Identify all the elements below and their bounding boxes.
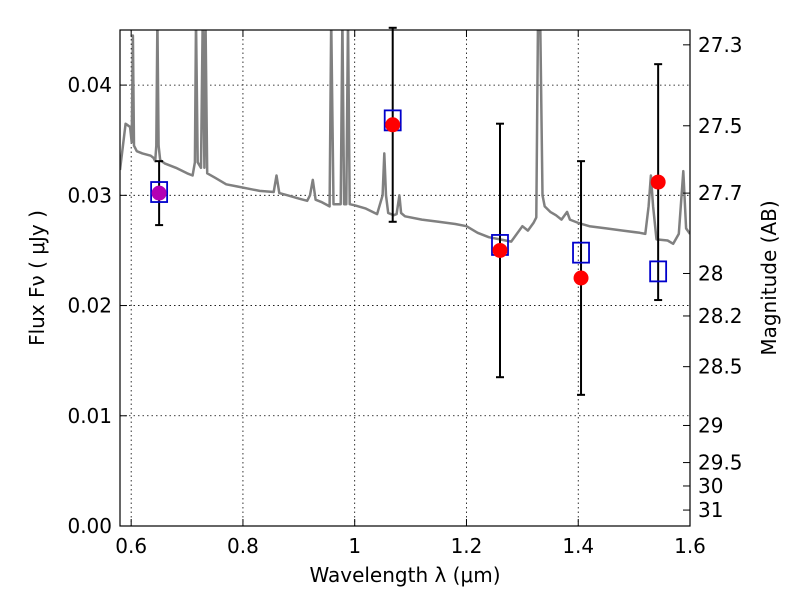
x-axis-ticks: 0.6 0.8 1 1.2 1.4 1.6 (115, 30, 706, 558)
magnitude-axis-label: Magnitude (AB) (757, 200, 781, 355)
observed-point (573, 270, 589, 286)
magnitude-tick-label: 29 (698, 413, 723, 437)
y-tick-label: 0.00 (67, 514, 112, 538)
magnitude-tick-label: 27.3 (698, 33, 743, 57)
observed-point (151, 185, 167, 201)
observed-point (385, 117, 401, 133)
x-tick-label: 1 (348, 534, 361, 558)
plot-frame (119, 29, 691, 527)
x-tick-label: 1.2 (451, 534, 483, 558)
observed-points (151, 117, 666, 286)
y-axis-ticks: 0.00 0.01 0.02 0.03 0.04 (67, 73, 127, 538)
x-axis-label: Wavelength λ (μm) (309, 563, 500, 587)
y-tick-label: 0.01 (67, 404, 112, 428)
model-band-square (150, 181, 169, 203)
model-band-square (649, 260, 668, 283)
model-sed-curve (120, 30, 690, 246)
magnitude-tick-label: 28 (698, 261, 723, 285)
x-tick-label: 1.4 (562, 534, 594, 558)
x-tick-label: 0.6 (115, 534, 147, 558)
magnitude-tick-label: 31 (698, 498, 723, 522)
magnitude-tick-label: 30 (698, 474, 723, 498)
magnitude-tick-label: 28.2 (698, 304, 743, 328)
magnitude-tick-label: 27.7 (698, 181, 743, 205)
magnitude-tick-label: 28.5 (698, 355, 743, 379)
magnitude-tick-label: 27.5 (698, 114, 743, 138)
x-tick-label: 0.8 (227, 534, 259, 558)
y-tick-label: 0.04 (67, 73, 112, 97)
y-axis-label: Flux Fν ( μJy ) (25, 210, 49, 346)
model-band-square (572, 241, 590, 264)
y-tick-label: 0.03 (67, 183, 112, 207)
plot-background (120, 30, 690, 526)
observed-point (492, 242, 508, 258)
magnitude-tick-label: 29.5 (698, 451, 743, 475)
observed-point (650, 174, 666, 190)
y-tick-label: 0.02 (67, 294, 112, 318)
x-tick-label: 1.6 (674, 534, 706, 558)
